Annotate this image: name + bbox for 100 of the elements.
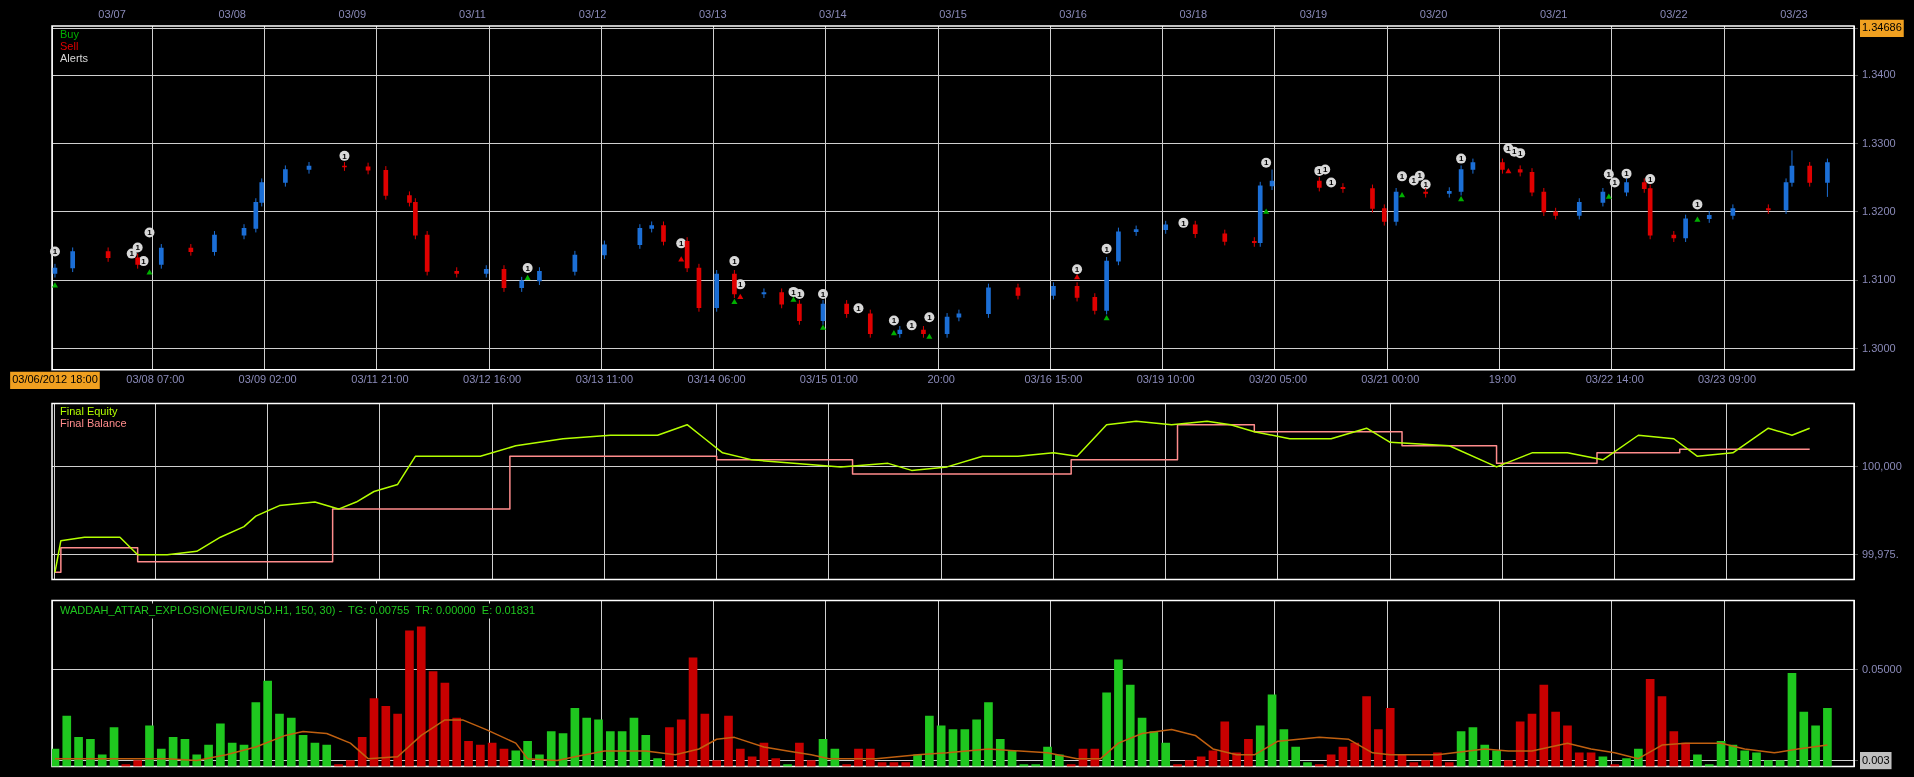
point <box>926 333 933 339</box>
bar <box>1693 754 1702 767</box>
bar <box>1504 760 1513 767</box>
bar <box>381 706 391 767</box>
text: 03/12 <box>578 7 607 20</box>
bar <box>1350 742 1360 767</box>
text: 03/20 <box>1419 7 1448 20</box>
bar <box>1811 725 1820 767</box>
text: 03/09 <box>338 7 367 20</box>
bar <box>263 680 272 767</box>
bar <box>1681 742 1690 767</box>
x-tick-label: 03/22 14:00 <box>1585 373 1644 386</box>
bar <box>936 725 946 767</box>
bar <box>1303 762 1312 767</box>
bar <box>1574 752 1584 767</box>
bar <box>995 738 1005 767</box>
point <box>524 274 531 280</box>
bar <box>156 748 166 767</box>
point <box>1694 216 1701 222</box>
bar <box>842 764 851 767</box>
bar <box>440 682 450 767</box>
bar <box>641 735 651 767</box>
data-label: 1 <box>1181 218 1187 228</box>
bar <box>452 717 462 767</box>
bar <box>665 727 674 767</box>
y-tick-label: 1.3300 <box>1862 136 1896 149</box>
bar <box>1185 760 1194 767</box>
data-label: 1 <box>797 289 803 299</box>
bar <box>1385 707 1395 767</box>
bar <box>369 698 379 767</box>
x-tick-label: 03/13 11:00 <box>575 373 634 386</box>
bar <box>1634 748 1643 767</box>
bar <box>487 742 497 767</box>
bar <box>712 760 721 767</box>
bar <box>1669 731 1679 767</box>
y-tick-label: 1.3000 <box>1862 341 1896 354</box>
data-label: 1 <box>1624 169 1630 179</box>
bar <box>1539 684 1549 767</box>
bar <box>334 764 343 767</box>
data-label: 1 <box>129 249 135 259</box>
data-label: 1 <box>1104 244 1110 254</box>
data-label: 1 <box>1606 170 1612 180</box>
bar <box>1267 694 1277 767</box>
bar <box>62 715 72 767</box>
data-label: 1 <box>820 289 826 299</box>
bar <box>901 762 911 767</box>
candlestick <box>1051 281 1056 300</box>
bar <box>227 742 237 767</box>
text: Final Balance <box>60 417 127 430</box>
bar <box>97 754 107 767</box>
bar <box>204 744 213 767</box>
data-label: 1 <box>1074 265 1080 275</box>
bar <box>1374 729 1383 767</box>
chart-title: WADDAH_ATTAR_EXPLOSION(EUR/USD.H1, 150, 30) - TG: 0.00755 TR: 0.00000 E: 0.01831 <box>60 604 536 617</box>
bar <box>251 702 261 767</box>
text: Buy <box>60 27 80 40</box>
bar <box>1799 711 1809 767</box>
x-tick-label: 03/15 01:00 <box>799 373 858 386</box>
bar <box>1622 758 1631 767</box>
y-tick-label: 0.05000 <box>1862 662 1902 675</box>
bar <box>1551 711 1560 767</box>
x-tick-label: 03/06/2012 18:00 <box>12 373 98 386</box>
data-label: 1 <box>1512 147 1518 157</box>
bar <box>1362 696 1371 767</box>
text: 03/07 <box>98 7 126 20</box>
bar <box>653 758 662 767</box>
bar <box>1220 721 1230 767</box>
data-label: 1 <box>679 239 684 249</box>
bar <box>806 760 816 767</box>
bar <box>133 760 142 767</box>
x-tick-label: 03/09 02:00 <box>238 373 297 386</box>
candlestick <box>1517 164 1523 177</box>
data-label: 1 <box>342 151 348 161</box>
y-tick-label: 1.3100 <box>1862 273 1896 286</box>
bar <box>1291 746 1301 767</box>
bar <box>523 740 532 767</box>
data-label: 1 <box>1647 174 1653 184</box>
bar <box>286 717 296 767</box>
data-label: 1 <box>1417 171 1423 181</box>
candlestick <box>1446 186 1452 199</box>
bar <box>960 729 970 767</box>
point <box>678 256 685 262</box>
data-label: 1 <box>1263 158 1269 168</box>
text: 03/16 <box>1059 7 1087 20</box>
data-label: 1 <box>1506 144 1512 154</box>
bar <box>1102 692 1111 767</box>
point <box>731 298 738 304</box>
data-label: 1 <box>1322 165 1328 175</box>
bar <box>109 727 119 767</box>
x-tick-label: 19:00 <box>1488 373 1517 386</box>
bar <box>854 748 863 767</box>
data-label: 1 <box>1399 172 1405 182</box>
bar <box>1492 750 1501 767</box>
bar <box>771 758 781 767</box>
text: Alerts <box>60 51 89 64</box>
data-label: 1 <box>856 303 862 313</box>
bar <box>1444 762 1454 767</box>
text: 03/21 <box>1539 7 1568 20</box>
bar <box>606 731 615 767</box>
bar <box>676 719 686 767</box>
